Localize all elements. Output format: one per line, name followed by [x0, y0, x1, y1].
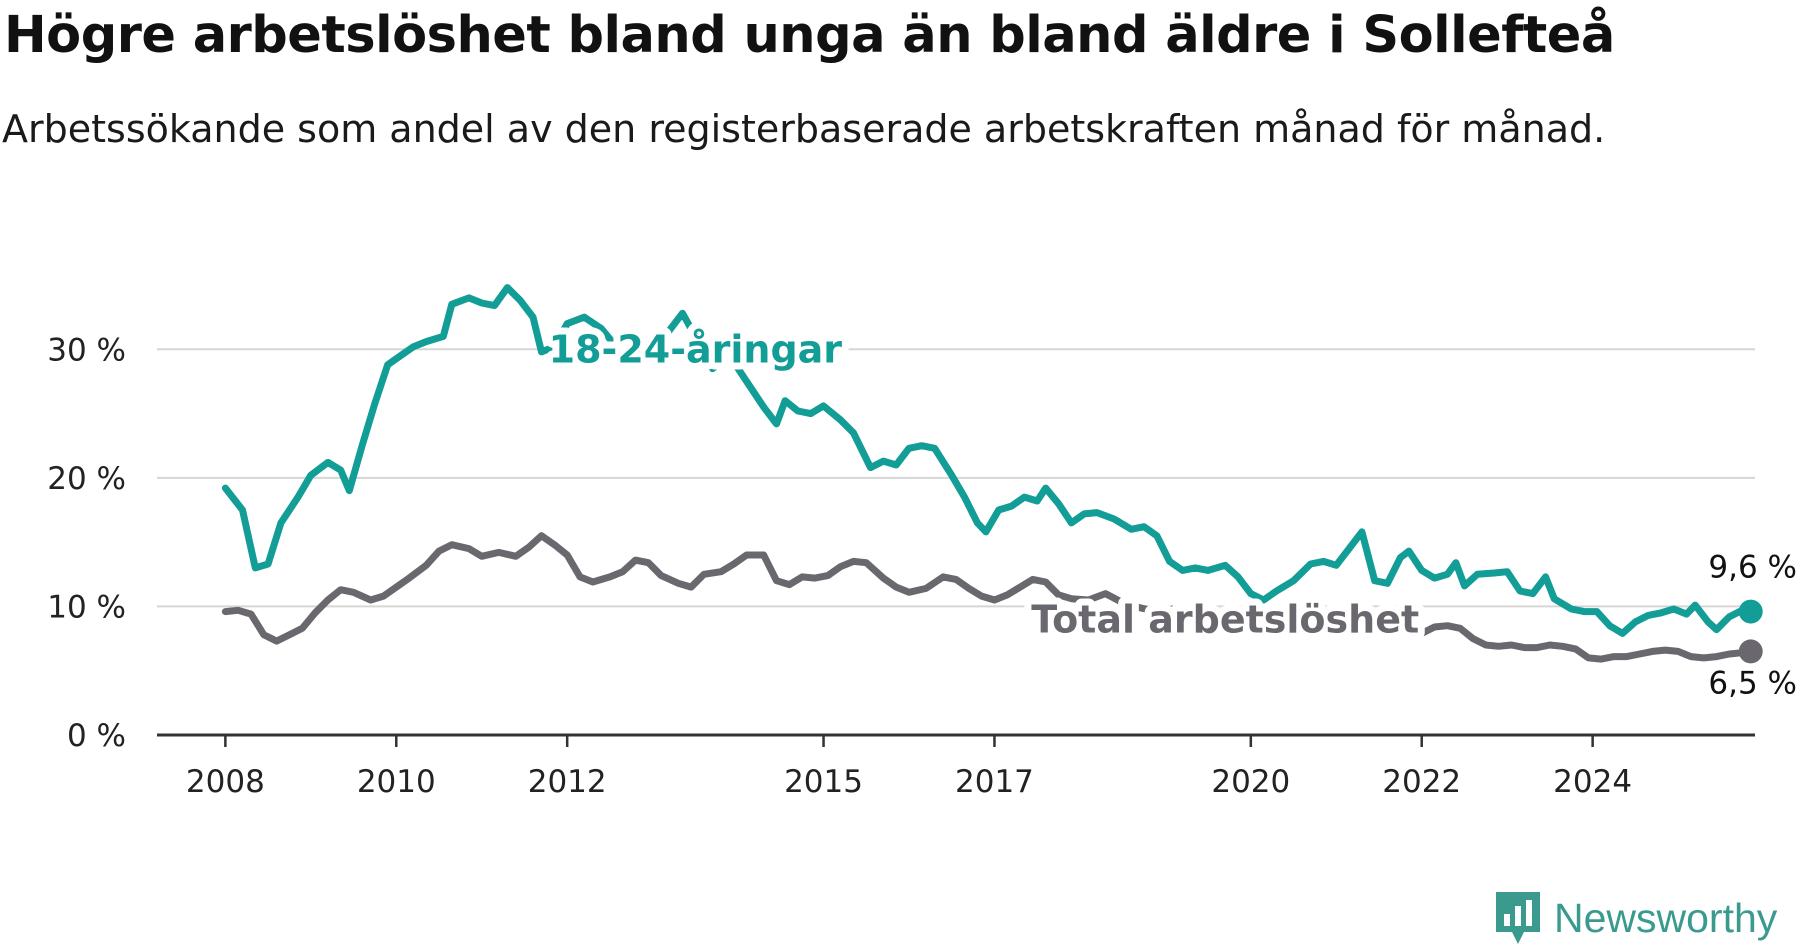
x-tick-label: 2020: [1211, 764, 1290, 800]
series-labels: 18-24-åringar Total arbetslöshet 9,6 % 6,5 …: [542, 320, 1800, 705]
chart-title: Högre arbetslöshet bland unga än bland ä…: [4, 6, 1615, 65]
series-label-1: Total arbetslöshet: [1031, 597, 1419, 641]
x-tick-label: 2017: [955, 764, 1034, 800]
series-end-label-0: 9,6 %: [1708, 550, 1797, 586]
series-label-0: 18-24-åringar: [549, 327, 843, 371]
y-axis-tick-labels: 0 % 10 % 20 % 30 %: [47, 332, 126, 754]
x-tick-label: 2022: [1382, 764, 1461, 800]
series-end-marker-0: [1738, 599, 1763, 624]
series-lines: [221, 284, 1763, 664]
series-line-1: [221, 532, 1755, 663]
chart-subtitle: Arbetssökande som andel av den registerb…: [2, 107, 1606, 151]
series-end-label-1: 6,5 %: [1708, 665, 1797, 701]
y-tick-label: 20 %: [47, 461, 126, 497]
newsworthy-logo: Newsworthy: [1494, 888, 1777, 948]
newsworthy-logo-text: Newsworthy: [1554, 894, 1778, 941]
x-tick-label: 2008: [186, 764, 265, 800]
series-end-marker-1: [1738, 639, 1763, 664]
y-tick-label: 10 %: [47, 589, 126, 625]
newsworthy-logo-icon: [1496, 892, 1540, 944]
y-tick-label: 30 %: [47, 332, 126, 368]
series-line-0: [221, 284, 1755, 637]
x-tick-label: 2012: [528, 764, 607, 800]
y-tick-label: 0 %: [67, 718, 126, 754]
x-tick-label: 2010: [357, 764, 436, 800]
x-axis-ticks: 2008 2010 2012 2015 2017 2020 2022 2024: [186, 735, 1632, 800]
x-tick-label: 2024: [1553, 764, 1632, 800]
x-tick-label: 2015: [784, 764, 863, 800]
